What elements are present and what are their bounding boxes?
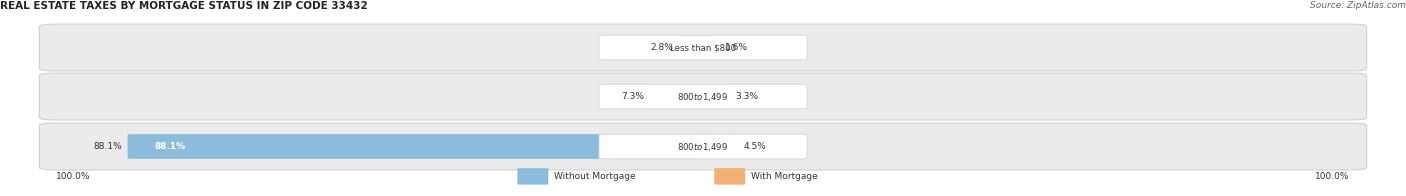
Text: 2.8%: 2.8% <box>651 43 673 52</box>
Text: Less than $800: Less than $800 <box>669 43 737 52</box>
FancyBboxPatch shape <box>599 134 807 159</box>
Text: 88.1%: 88.1% <box>155 142 186 151</box>
Text: $800 to $1,499: $800 to $1,499 <box>678 141 728 152</box>
FancyBboxPatch shape <box>599 84 807 109</box>
Text: With Mortgage: With Mortgage <box>751 172 817 181</box>
Text: 3.3%: 3.3% <box>735 92 759 101</box>
FancyBboxPatch shape <box>650 84 709 109</box>
FancyBboxPatch shape <box>714 168 745 185</box>
FancyBboxPatch shape <box>697 84 730 109</box>
Text: 4.5%: 4.5% <box>744 142 766 151</box>
Text: 100.0%: 100.0% <box>56 172 91 181</box>
Text: $800 to $1,499: $800 to $1,499 <box>678 91 728 103</box>
Text: 1.6%: 1.6% <box>724 43 748 52</box>
Text: 100.0%: 100.0% <box>1315 172 1350 181</box>
FancyBboxPatch shape <box>128 134 709 159</box>
FancyBboxPatch shape <box>517 168 548 185</box>
Text: Without Mortgage: Without Mortgage <box>554 172 636 181</box>
FancyBboxPatch shape <box>599 35 807 60</box>
Text: 7.3%: 7.3% <box>621 92 644 101</box>
Text: Source: ZipAtlas.com: Source: ZipAtlas.com <box>1310 1 1406 10</box>
FancyBboxPatch shape <box>697 134 738 159</box>
FancyBboxPatch shape <box>679 35 709 60</box>
FancyBboxPatch shape <box>39 24 1367 71</box>
FancyBboxPatch shape <box>39 73 1367 120</box>
FancyBboxPatch shape <box>39 123 1367 170</box>
Text: REAL ESTATE TAXES BY MORTGAGE STATUS IN ZIP CODE 33432: REAL ESTATE TAXES BY MORTGAGE STATUS IN … <box>0 1 368 11</box>
FancyBboxPatch shape <box>697 35 718 60</box>
Text: 88.1%: 88.1% <box>93 142 122 151</box>
